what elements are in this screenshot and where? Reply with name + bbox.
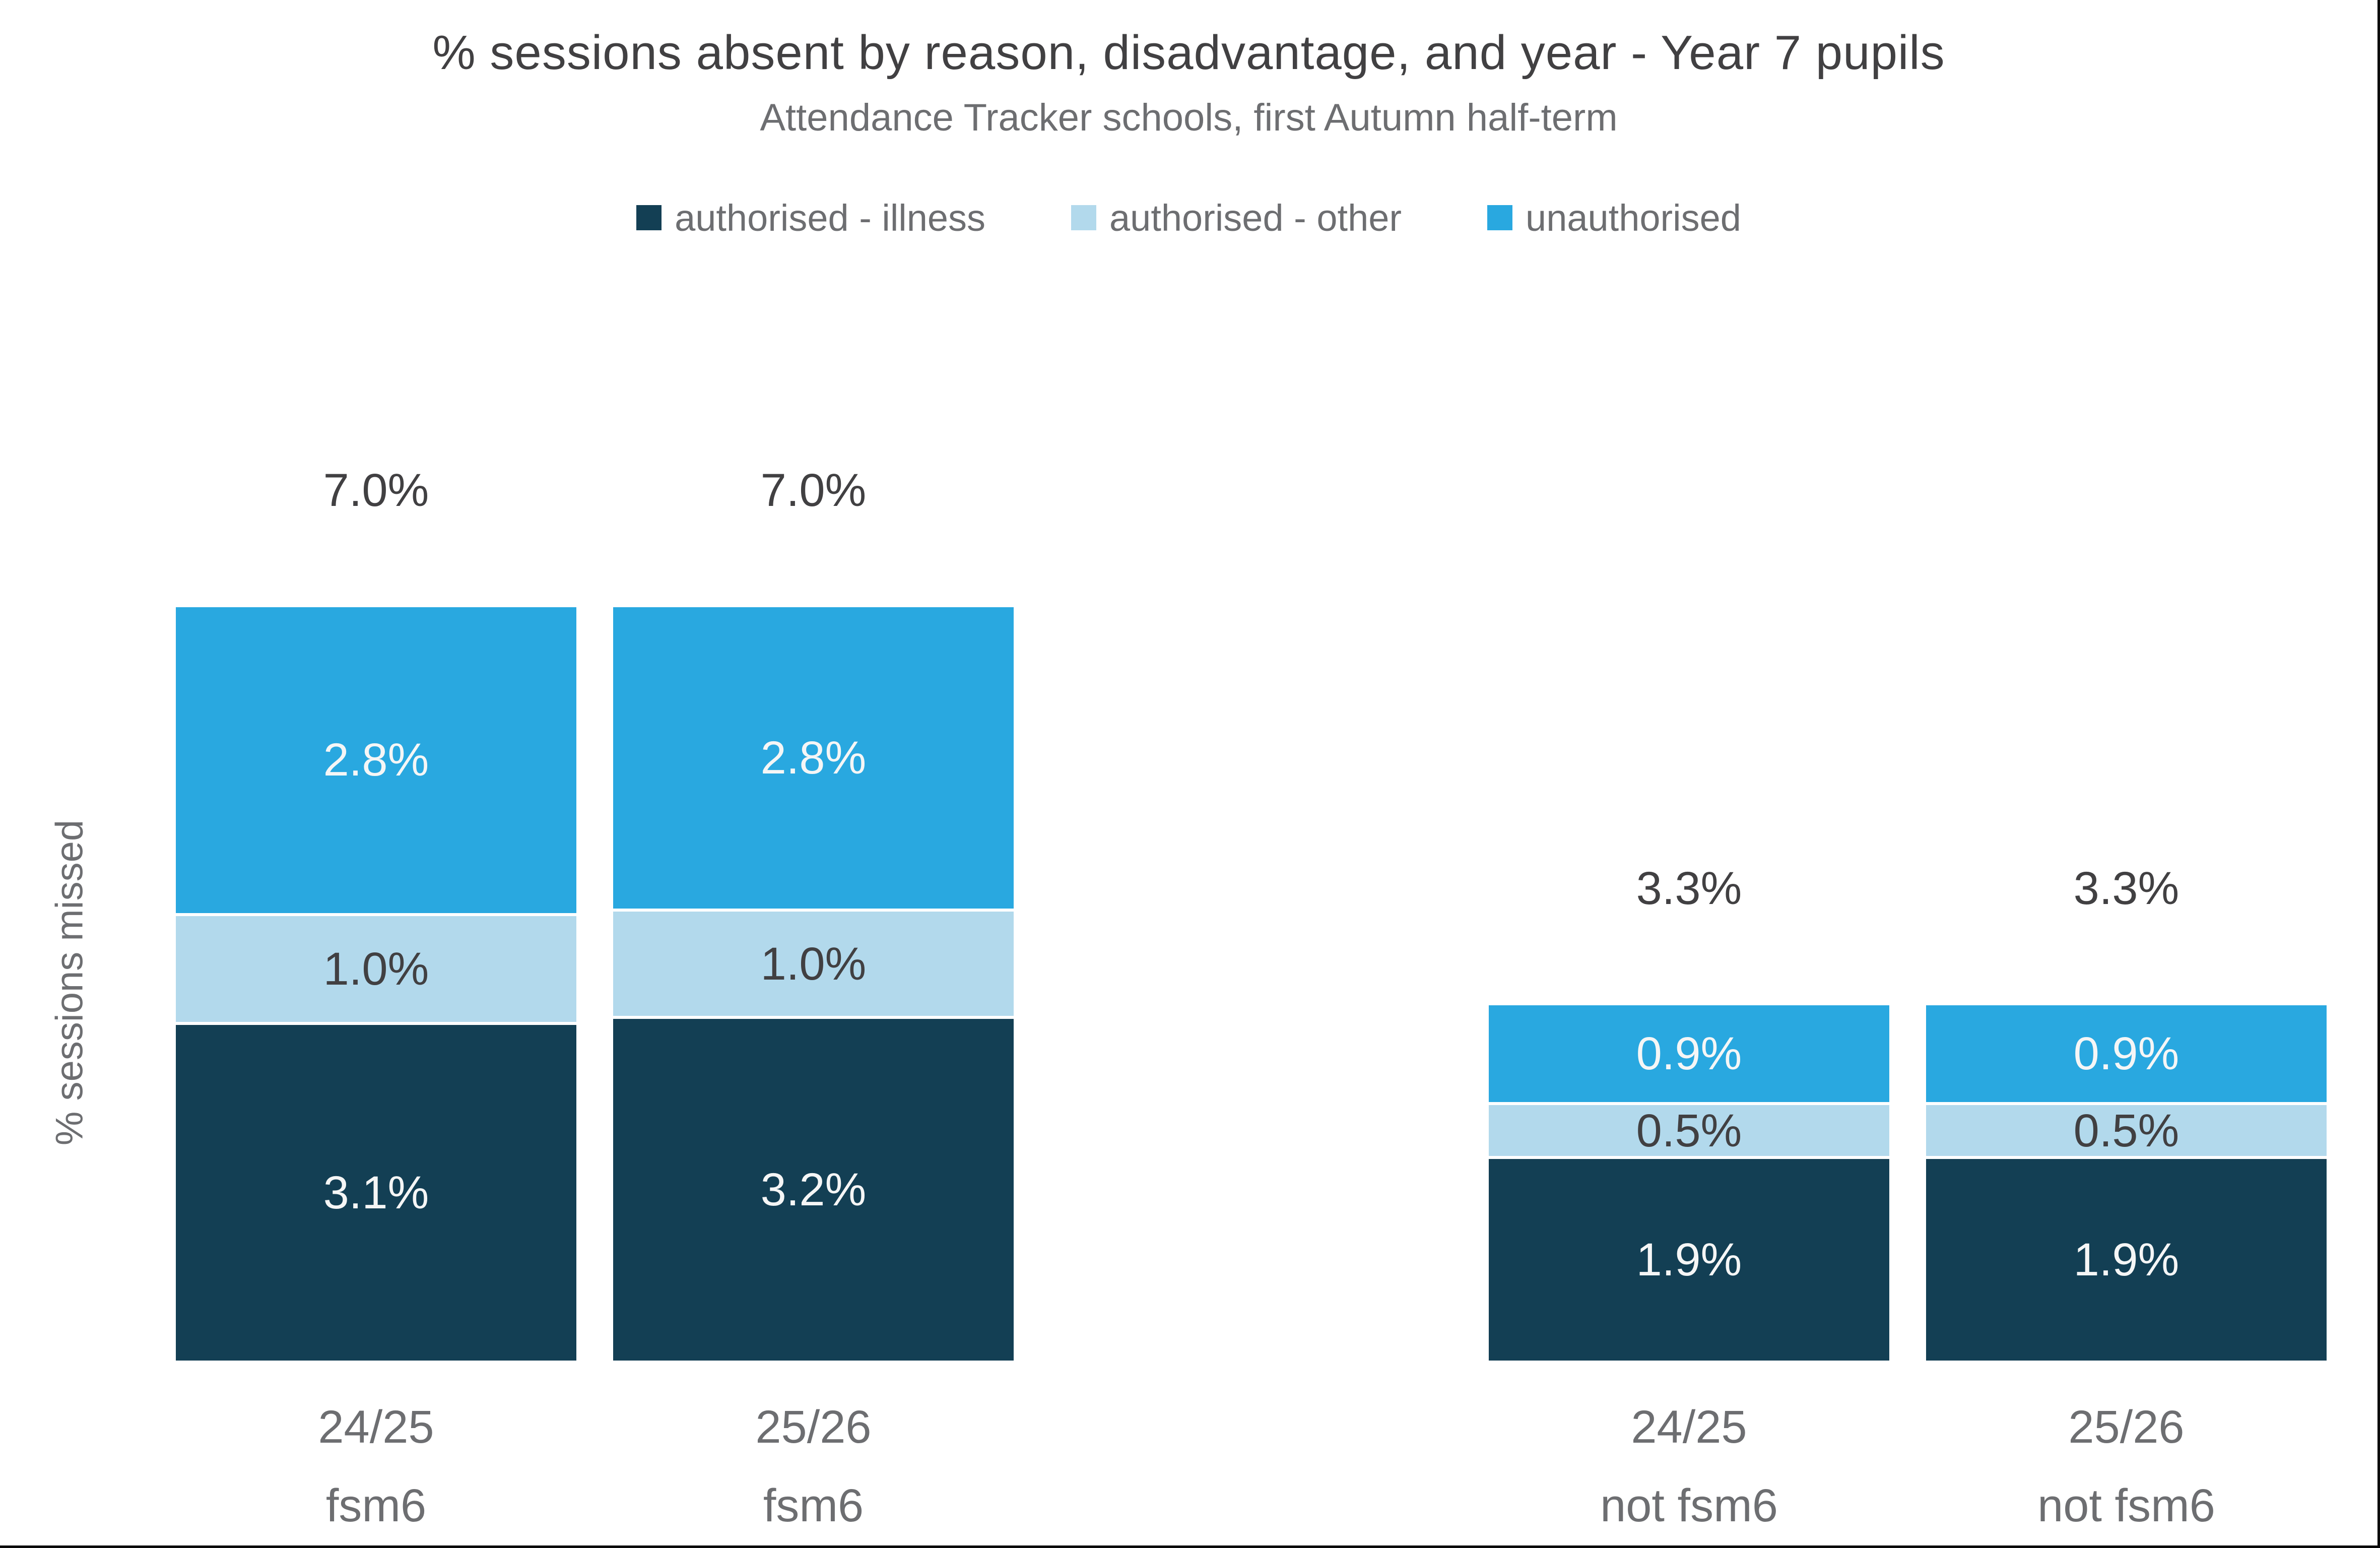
segment-value-label: 1.9% [1636, 1234, 1742, 1286]
chart-subtitle: Attendance Tracker schools, first Autumn… [760, 96, 1618, 139]
legend-item-authorised-other: authorised - other [1071, 197, 1402, 239]
segment-value-label: 2.8% [760, 732, 867, 784]
x-axis-year-label: 25/26 [2068, 1401, 2185, 1453]
x-axis-group-label: fsm6 [325, 1480, 427, 1531]
bar-segment-unauthorised: 2.8% [176, 607, 576, 913]
bar-24-25-not-fsm6: 0.9% 0.5% 1.9% [1489, 1005, 1889, 1361]
x-axis-group-label: fsm6 [763, 1480, 864, 1531]
bar-24-25-fsm6: 2.8% 1.0% 3.1% [176, 607, 576, 1361]
legend-swatch-authorised-other-icon [1071, 205, 1097, 230]
bar-segment-authorised-other: 0.5% [1489, 1102, 1889, 1156]
segment-value-label: 1.0% [760, 938, 867, 990]
bar-segment-authorised-illness: 1.9% [1926, 1156, 2327, 1361]
legend-item-unauthorised: unauthorised [1487, 197, 1741, 239]
segment-value-label: 0.5% [1636, 1105, 1742, 1156]
x-axis-group-label: not fsm6 [2037, 1480, 2215, 1531]
x-axis-group-label: not fsm6 [1600, 1480, 1778, 1531]
legend-swatch-unauthorised-icon [1487, 205, 1513, 230]
bar-segment-authorised-illness: 1.9% [1489, 1156, 1889, 1361]
legend-label: unauthorised [1526, 197, 1741, 239]
legend: authorised - illness authorised - other … [0, 187, 2377, 248]
bar-segment-unauthorised: 0.9% [1926, 1005, 2327, 1103]
legend-label: authorised - illness [675, 197, 986, 239]
bar-segment-authorised-illness: 3.1% [176, 1022, 576, 1361]
segment-value-label: 1.0% [323, 943, 429, 995]
legend-swatch-authorised-illness-icon [636, 205, 662, 230]
segment-value-label: 3.1% [323, 1167, 429, 1219]
bar-segment-authorised-illness: 3.2% [613, 1016, 1014, 1361]
segment-value-label: 0.5% [2073, 1105, 2179, 1156]
segment-value-label: 3.2% [760, 1164, 867, 1216]
legend-item-authorised-illness: authorised - illness [636, 197, 985, 239]
bar-total-label: 3.3% [1636, 863, 1742, 915]
segment-value-label: 0.9% [1636, 1028, 1742, 1080]
x-axis-year-label: 25/26 [755, 1401, 872, 1453]
bar-segment-authorised-other: 0.5% [1926, 1102, 2327, 1156]
bar-25-26-not-fsm6: 0.9% 0.5% 1.9% [1926, 1005, 2327, 1361]
segment-value-label: 1.9% [2073, 1234, 2179, 1286]
y-axis-title: % sessions missed [48, 819, 91, 1146]
x-axis-year-label: 24/25 [1631, 1401, 1747, 1453]
segment-value-label: 2.8% [323, 734, 429, 786]
chart-title: % sessions absent by reason, disadvantag… [432, 26, 1945, 80]
bar-total-label: 7.0% [760, 464, 867, 516]
bar-total-label: 7.0% [323, 464, 429, 516]
bar-25-26-fsm6: 2.8% 1.0% 3.2% [613, 607, 1014, 1361]
bar-total-label: 3.3% [2073, 863, 2179, 915]
legend-label: authorised - other [1109, 197, 1402, 239]
segment-value-label: 0.9% [2073, 1028, 2179, 1080]
x-axis-year-label: 24/25 [318, 1401, 434, 1453]
bar-segment-authorised-other: 1.0% [613, 908, 1014, 1016]
bar-segment-unauthorised: 0.9% [1489, 1005, 1889, 1103]
bar-segment-unauthorised: 2.8% [613, 607, 1014, 909]
bar-segment-authorised-other: 1.0% [176, 913, 576, 1022]
